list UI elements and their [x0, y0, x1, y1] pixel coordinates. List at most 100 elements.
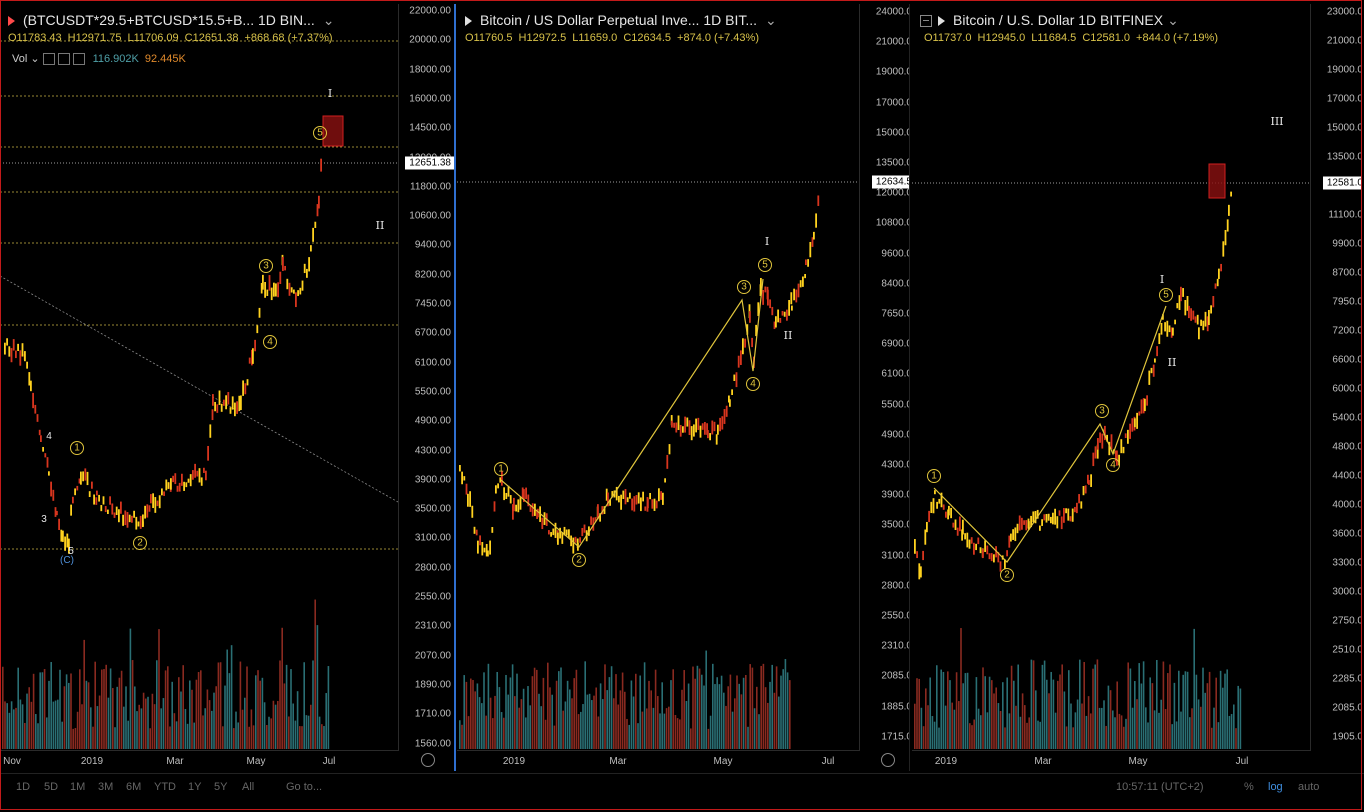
range-button[interactable]: YTD	[154, 781, 176, 793]
volume-bar	[327, 666, 330, 749]
time-axis-3[interactable]: 2019 Mar May Jul	[912, 750, 1310, 771]
range-button[interactable]: 5D	[44, 781, 59, 793]
candle	[34, 404, 37, 414]
chart-pane-2[interactable]: 1 2 3 4 5 I II Bitcoin / US Dollar Perpetual I…	[457, 4, 909, 771]
clock-readout[interactable]: 10:57:11 (UTC+2)	[1116, 781, 1204, 793]
chart-pane-1[interactable]: 1 2 3 4 5 I II 4 3 5 (C) (BTCUSDT*29.5+BTCUSD*15.5…	[0, 4, 454, 771]
candle	[74, 488, 76, 496]
close-value: C12581.0	[1082, 32, 1131, 44]
target-zone[interactable]	[322, 115, 344, 147]
volume-value-2: 92.445K	[144, 53, 186, 65]
range-button[interactable]: 3M	[98, 781, 114, 793]
volume-bar	[547, 662, 549, 749]
volume-bar	[483, 672, 485, 749]
range-button[interactable]: 1M	[70, 781, 86, 793]
range-button[interactable]: 6M	[126, 781, 142, 793]
goto-button[interactable]: Go to...	[286, 781, 323, 793]
price-axis-2[interactable]: 24000.0 21000.0 19000.0 17000.0 15000.0 13500…	[859, 4, 909, 751]
settings-icon[interactable]	[57, 53, 70, 66]
percent-toggle[interactable]: %	[1244, 781, 1254, 793]
symbol-header-3[interactable]: Bitcoin / U.S. Dollar 1D BITFINEX ⌄	[920, 12, 1179, 29]
volume-bar	[975, 677, 978, 749]
candle	[240, 395, 242, 411]
volume-legend[interactable]: Vol ⌄ 116.902K 92.445K	[12, 53, 186, 66]
volume-bar	[465, 681, 468, 749]
candle	[637, 492, 640, 504]
volume-bar	[1136, 699, 1138, 749]
volume-bar	[1175, 721, 1178, 749]
chevron-down-icon[interactable]: ⌄	[322, 12, 335, 28]
volume-bar	[988, 676, 991, 749]
candle	[631, 498, 633, 511]
volume-bar	[969, 723, 971, 749]
volume-bar	[467, 716, 470, 749]
pane-divider[interactable]	[454, 4, 456, 771]
volume-bar	[1028, 717, 1030, 749]
chart-pane-3[interactable]: 1 2 3 4 5 I II III Bitcoin / U.S. Dollar 1D BIT…	[912, 4, 1362, 771]
volume-bar	[127, 720, 129, 749]
candle	[1101, 433, 1104, 449]
range-button[interactable]: All	[242, 781, 255, 793]
range-button[interactable]: 1Y	[188, 781, 202, 793]
volume-bar	[1145, 707, 1147, 749]
volume-bar	[555, 680, 558, 749]
log-toggle[interactable]: log	[1268, 781, 1283, 793]
candle	[1196, 314, 1199, 325]
volume-bar	[310, 704, 312, 749]
target-zone[interactable]	[1208, 163, 1226, 199]
price-tick-label: 13500.0	[875, 157, 909, 169]
price-axis-3[interactable]: 23000.0 21000.0 19000.0 17000.0 15000.0 13500…	[1310, 4, 1362, 751]
price-tick-label: 12000.0	[875, 187, 909, 199]
candle	[4, 342, 6, 355]
volume-value-1: 116.902K	[92, 53, 139, 65]
symbol-header-2[interactable]: Bitcoin / US Dollar Perpetual Inve... 1D…	[465, 12, 777, 29]
volume-bar	[1230, 714, 1233, 749]
candle	[817, 195, 820, 206]
range-button[interactable]: 1D	[16, 781, 31, 793]
delete-icon[interactable]	[72, 53, 85, 66]
range-button[interactable]: 5Y	[214, 781, 228, 793]
elliott-wave-path[interactable]	[933, 305, 1167, 563]
time-tick-label: Nov	[3, 756, 21, 767]
elliott-wave-path[interactable]	[500, 278, 764, 548]
candle	[973, 542, 975, 555]
pane-divider[interactable]	[909, 4, 910, 771]
minimize-icon[interactable]	[920, 15, 932, 28]
price-tick-label: 7450.00	[414, 298, 451, 310]
time-axis-1[interactable]: Nov 2019 Mar May Jul	[0, 750, 398, 771]
wave-circle	[263, 335, 277, 349]
volume-bar	[1197, 699, 1200, 749]
volume-bar	[255, 675, 257, 749]
candle	[234, 402, 236, 417]
volume-bar	[1186, 671, 1189, 749]
price-axis-1[interactable]: 22000.00 20000.00 18000.00 16000.00 14500.00…	[398, 4, 454, 751]
volume-bar	[217, 662, 220, 749]
symbol-header-1[interactable]: (BTCUSDT*29.5+BTCUSD*15.5+B... 1D BIN...…	[8, 12, 335, 29]
gear-icon[interactable]	[421, 753, 435, 767]
time-tick-label: May	[1128, 756, 1148, 767]
candle	[574, 536, 577, 543]
volume-bar	[514, 696, 516, 749]
volume-bar	[1013, 680, 1015, 749]
candle	[572, 537, 575, 554]
candle	[640, 497, 642, 512]
volume-bar	[283, 683, 286, 749]
candle	[8, 346, 11, 357]
candle	[1106, 434, 1108, 442]
chevron-down-icon[interactable]: ⌄	[765, 12, 777, 28]
volume-bar	[925, 688, 927, 749]
chevron-down-icon[interactable]: ⌄	[1167, 12, 1179, 28]
gear-icon[interactable]	[881, 753, 895, 767]
candle	[172, 475, 174, 483]
time-axis-2[interactable]: 2019 Mar May Jul	[457, 750, 859, 771]
volume-bar	[28, 687, 30, 749]
volume-bar	[584, 661, 586, 749]
trend-line[interactable]	[0, 275, 399, 503]
candle	[205, 470, 207, 481]
auto-toggle[interactable]: auto	[1298, 781, 1320, 793]
eye-icon[interactable]	[42, 53, 55, 66]
volume-bar	[1191, 708, 1193, 749]
